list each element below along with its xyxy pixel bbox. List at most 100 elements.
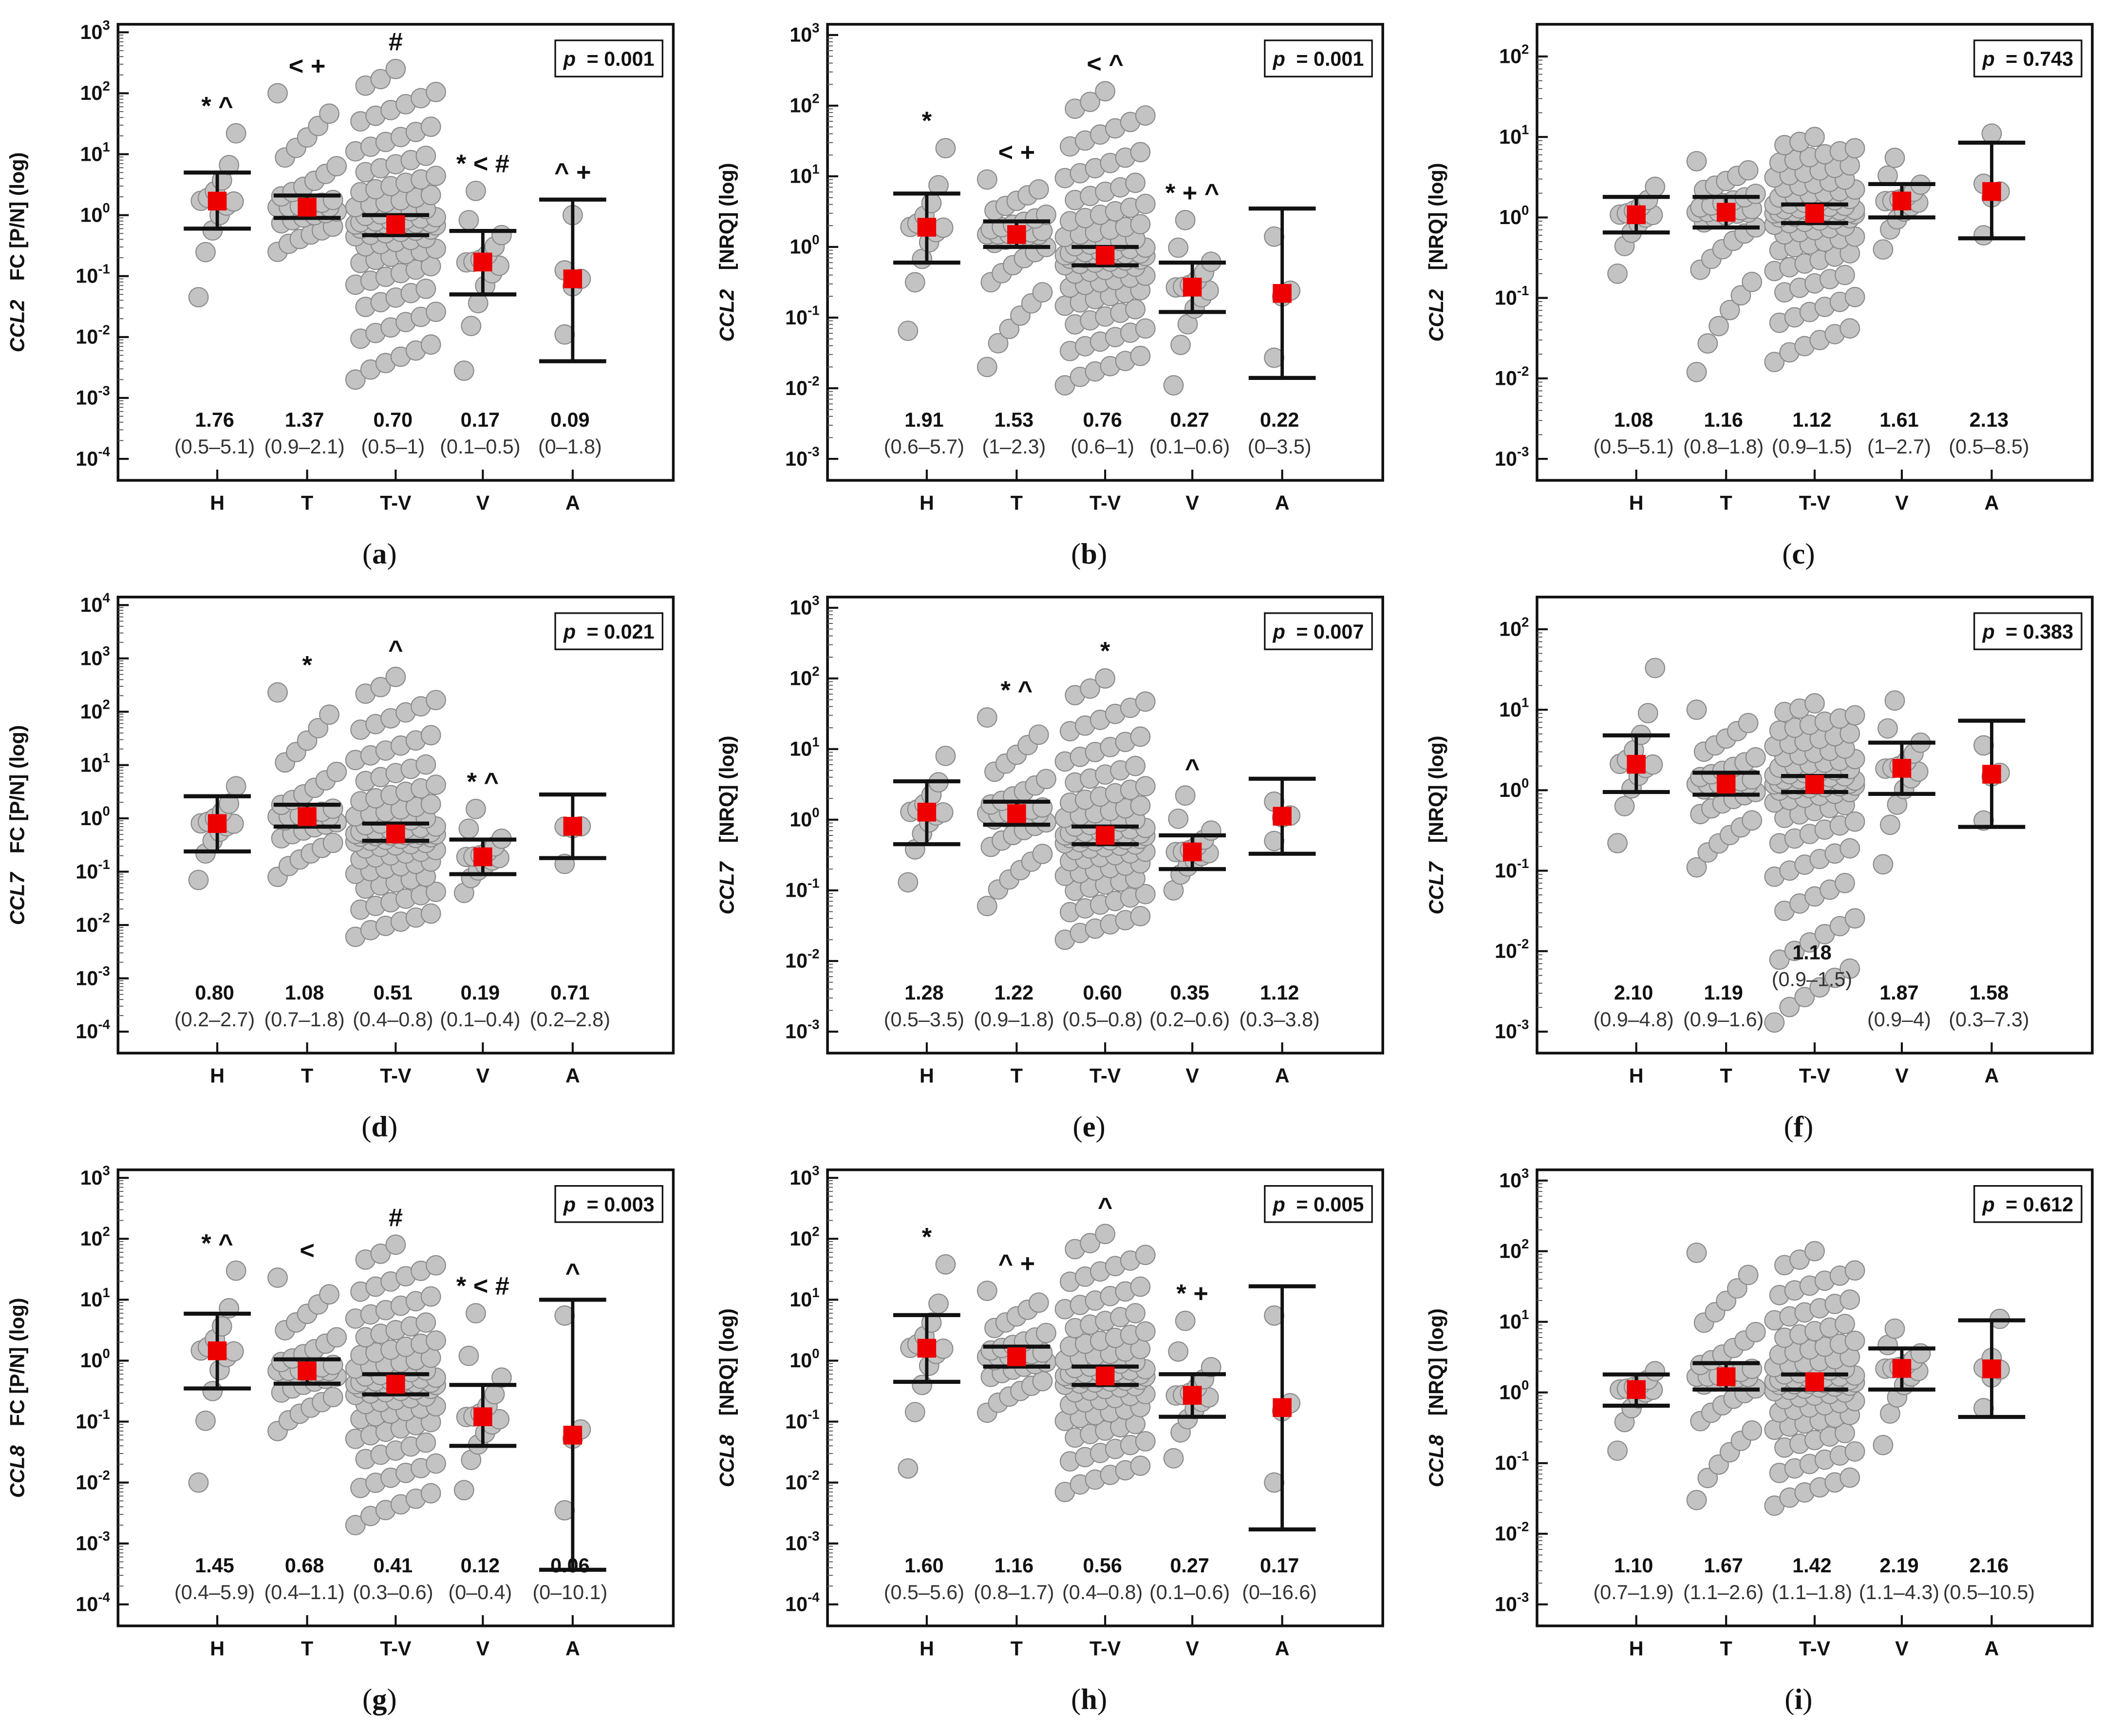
y-tick-label: 10-2	[785, 374, 819, 399]
mean-marker	[207, 814, 227, 833]
median-label: 1.12	[1792, 409, 1831, 431]
data-point	[976, 357, 997, 377]
data-point	[465, 798, 486, 819]
iqr-label: (0.9–2.1)	[264, 435, 344, 458]
y-tick-label: 101	[789, 161, 819, 187]
chart-panel-a: 10-4 10-3 10-2 10-1 100 101 102 103 CCL2 FC [P/N…	[6, 18, 675, 570]
data-point	[322, 832, 343, 853]
data-point	[1844, 811, 1865, 832]
iqr-label: (0.4–0.8)	[1062, 1581, 1143, 1604]
group-H: H 1.10 (0.7–1.9)	[1594, 1361, 1674, 1660]
y-tick-label: 100	[80, 200, 110, 226]
data-point	[1686, 857, 1707, 878]
data-point	[1709, 316, 1729, 337]
y-tick-label: 10-3	[785, 1528, 819, 1554]
data-point	[223, 1341, 244, 1362]
significance-marker: *	[922, 1223, 932, 1251]
data-point	[1697, 333, 1718, 354]
significance-marker: ^	[1098, 1193, 1113, 1221]
mean-marker	[1183, 1386, 1202, 1405]
iqr-label: (0.1–0.6)	[1149, 435, 1230, 458]
y-axis-label: CCL7 [NRQ] (log)	[1425, 736, 1447, 914]
iqr-label: (0.1–0.5)	[440, 435, 520, 458]
data-point	[1028, 179, 1049, 200]
chart-panel-c: 10-3 10-2 10-1 100 101 102 CCL2 [NRQ] (log) p =…	[1425, 23, 2094, 570]
y-tick-label: 102	[80, 78, 110, 104]
mean-marker	[1716, 1367, 1736, 1386]
y-tick-label: 100	[789, 232, 819, 258]
data-point	[1036, 1322, 1056, 1343]
data-point	[1163, 1448, 1184, 1469]
iqr-label: (0.3–7.3)	[1949, 1008, 2029, 1031]
significance-marker: <	[300, 1237, 315, 1265]
data-point	[322, 1387, 343, 1408]
group-H: H 1.08 (0.5–5.1)	[1594, 176, 1674, 514]
data-point	[976, 1281, 997, 1301]
y-axis-unit: FC [P/N] (log)	[6, 1298, 29, 1432]
x-tick-label: T	[1720, 492, 1732, 514]
data-point	[1095, 1224, 1116, 1245]
group-H: H * 1.60 (0.5–5.6)	[884, 1223, 964, 1660]
group-V: V 2.19 (1.1–4.3)	[1859, 1318, 1939, 1660]
panel-caption: (e)	[1072, 1111, 1105, 1143]
x-tick-label: T	[1011, 1065, 1023, 1087]
group-A: A 0.71 (0.2–2.8)	[530, 793, 610, 1087]
y-tick-label: 10-2	[75, 1468, 110, 1493]
y-axis-gene: CCL2	[6, 300, 29, 352]
mean-marker	[1982, 765, 2001, 784]
mean-marker	[1183, 278, 1202, 297]
p-value-box	[1264, 39, 1373, 77]
x-tick-label: T-V	[1089, 492, 1121, 514]
data-point	[415, 1312, 436, 1333]
data-point	[453, 360, 474, 381]
y-tick-label: 103	[789, 1163, 819, 1189]
iqr-label: (1.1–1.8)	[1772, 1581, 1852, 1604]
data-point	[1130, 214, 1151, 235]
y-tick-label: 10-2	[1495, 363, 1529, 389]
data-point	[1032, 282, 1053, 302]
x-tick-label: H	[210, 1065, 225, 1087]
y-axis-unit: [NRQ] (log)	[1425, 736, 1447, 849]
y-axis-label: CCL8 [NRQ] (log)	[715, 1308, 738, 1487]
y-tick-label: 10-2	[75, 322, 110, 348]
y-tick-label: 10-1	[785, 1407, 819, 1433]
mean-marker	[207, 1341, 227, 1360]
data-point	[319, 704, 339, 725]
data-point	[1727, 1278, 1747, 1299]
data-point	[326, 156, 347, 177]
data-point	[1840, 838, 1860, 859]
iqr-label: (0.9–1.8)	[974, 1008, 1054, 1031]
x-tick-label: H	[920, 492, 934, 514]
data-point	[195, 1410, 216, 1431]
median-label: 1.10	[1614, 1554, 1653, 1577]
data-point	[308, 717, 329, 738]
y-tick-label: 103	[1499, 1166, 1529, 1191]
data-point	[426, 1255, 446, 1276]
iqr-label: (0.5–5.1)	[174, 435, 255, 458]
data-point	[935, 138, 956, 159]
mean-marker	[1273, 284, 1292, 303]
data-point	[426, 690, 446, 711]
data-point	[1135, 1321, 1156, 1342]
iqr-label: (0.9–1.5)	[1772, 968, 1852, 990]
significance-marker: ^ +	[998, 1250, 1035, 1278]
iqr-label: (0.9–1.6)	[1683, 1008, 1764, 1031]
group-T-V: T-V ^ 0.51 (0.4–0.8)	[345, 636, 446, 1087]
median-label: 0.56	[1083, 1554, 1122, 1577]
data-point	[465, 180, 486, 201]
significance-marker: * < #	[456, 1272, 509, 1301]
group-V: V * < # 0.12 (0–0.4)	[448, 1272, 517, 1660]
data-point	[898, 1458, 919, 1479]
data-point	[267, 83, 288, 104]
y-tick-label: 10-3	[1495, 1589, 1529, 1615]
y-axis-gene: CCL7	[1425, 861, 1447, 915]
p-value-box	[554, 612, 664, 650]
data-point	[1873, 239, 1894, 260]
panel-caption: (a)	[362, 538, 397, 570]
y-axis-gene: CCL7	[6, 871, 29, 925]
data-point	[1607, 1440, 1628, 1461]
data-point	[188, 287, 209, 308]
chart-panel-g: 10-4 10-3 10-2 10-1 100 101 102 103 CCL8 FC [P/N…	[6, 1163, 675, 1716]
x-tick-label: A	[565, 1637, 580, 1660]
p-symbol: p	[1982, 48, 2000, 70]
